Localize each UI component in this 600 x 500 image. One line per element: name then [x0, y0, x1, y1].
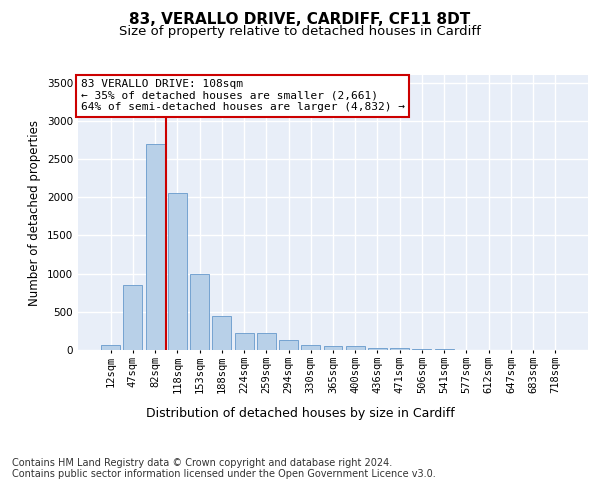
Text: 83, VERALLO DRIVE, CARDIFF, CF11 8DT: 83, VERALLO DRIVE, CARDIFF, CF11 8DT [130, 12, 470, 28]
Bar [346, 346, 365, 350]
Text: 83 VERALLO DRIVE: 108sqm
← 35% of detached houses are smaller (2,661)
64% of sem: 83 VERALLO DRIVE: 108sqm ← 35% of detach… [80, 79, 404, 112]
Bar [190, 274, 209, 350]
Y-axis label: Number of detached properties: Number of detached properties [28, 120, 41, 306]
Bar [212, 316, 231, 350]
Bar [390, 348, 409, 350]
Bar [368, 348, 387, 350]
Bar [101, 346, 120, 350]
Bar [435, 349, 454, 350]
Text: Contains HM Land Registry data © Crown copyright and database right 2024.
Contai: Contains HM Land Registry data © Crown c… [12, 458, 436, 479]
Bar [301, 344, 320, 350]
Text: Size of property relative to detached houses in Cardiff: Size of property relative to detached ho… [119, 25, 481, 38]
Bar [235, 333, 254, 350]
Bar [168, 194, 187, 350]
Bar [323, 346, 343, 350]
Bar [412, 349, 431, 350]
Bar [146, 144, 164, 350]
Bar [124, 285, 142, 350]
Bar [257, 333, 276, 350]
Text: Distribution of detached houses by size in Cardiff: Distribution of detached houses by size … [146, 408, 454, 420]
Bar [279, 340, 298, 350]
